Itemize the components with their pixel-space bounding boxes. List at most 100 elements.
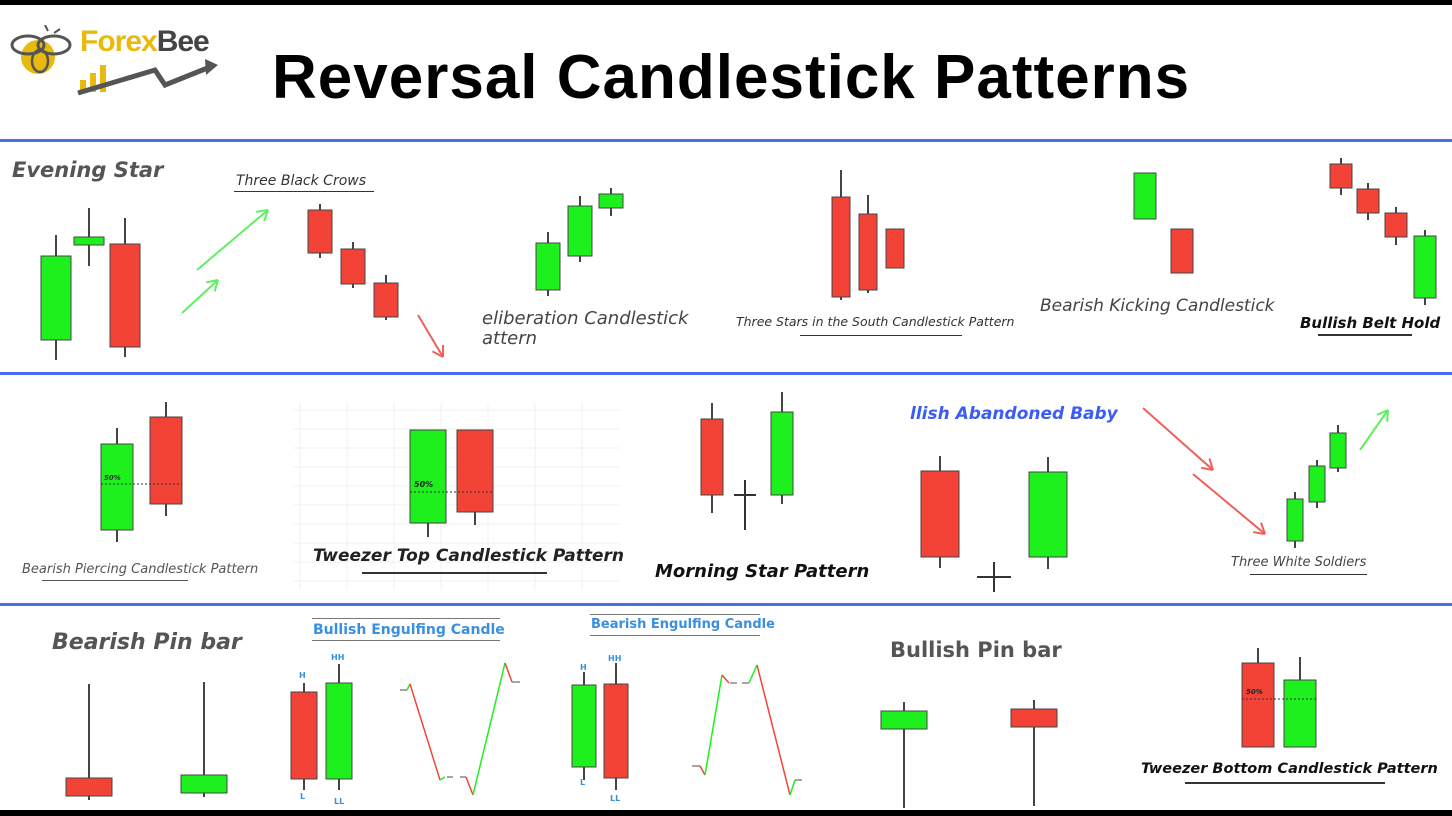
underline — [1318, 334, 1412, 336]
label-bearish-engulfing: Bearish Engulfing Candle — [591, 617, 775, 632]
trend-arrow-icon — [1386, 409, 1389, 423]
underline — [590, 635, 760, 636]
trend-arrow-icon — [1376, 409, 1389, 416]
label-bearish-kicking: Bearish Kicking Candlestick — [1040, 296, 1275, 316]
bearish-candle — [1010, 708, 1058, 728]
bullish-candle — [770, 411, 794, 496]
trend-arrow-icon — [1252, 531, 1266, 535]
price-path-segment — [721, 674, 730, 684]
label-tweezer-top: Tweezer Top Candlestick Pattern — [313, 546, 624, 566]
label-three-stars-south: Three Stars in the South Candlestick Pat… — [736, 314, 1015, 329]
logo-forex: Forex — [80, 25, 158, 58]
pct-label: 50% — [414, 480, 434, 489]
label-three-white-soldiers: Three White Soldiers — [1231, 555, 1367, 570]
trend-arrow-icon — [1260, 522, 1266, 535]
trend-arrow-icon — [1192, 473, 1266, 535]
top-border — [0, 0, 1452, 5]
bullish-candle — [535, 242, 561, 291]
price-path-segment — [465, 776, 474, 796]
label-bearish-piercing: Bearish Piercing Candlestick Pattern — [22, 562, 259, 577]
bearish-candle — [885, 228, 905, 269]
label-deliberation-1: eliberation Candlestick — [482, 308, 689, 329]
label-bullish-engulfing: Bullish Engulfing Candle — [313, 622, 505, 638]
page-title: Reversal Candlestick Patterns — [272, 43, 1191, 112]
trend-arrow-icon — [1142, 407, 1214, 471]
bearish-candle — [700, 418, 724, 496]
bearish-candle — [1170, 228, 1194, 274]
price-path-segment — [699, 765, 706, 776]
label-bearish-pin-bar: Bearish Pin bar — [52, 630, 242, 655]
trend-arrow-icon — [196, 209, 269, 271]
bullish-candle — [73, 236, 105, 246]
bottom-border — [0, 810, 1452, 816]
underline — [362, 572, 547, 574]
bullish-candle — [1413, 235, 1437, 299]
underline — [590, 614, 760, 615]
mark-h: H — [580, 663, 587, 672]
mark-ll: LL — [334, 797, 345, 806]
logo-bee: Bee — [156, 25, 210, 58]
label-bullish-belt-hold: Bullish Belt Hold — [1300, 314, 1441, 332]
bullish-candle — [1308, 465, 1326, 503]
underline — [312, 618, 500, 619]
price-path-segment — [406, 683, 411, 691]
row-separator — [0, 372, 1452, 375]
underline — [1185, 782, 1385, 784]
bullish-candle — [1133, 172, 1157, 220]
bullish-candle — [1283, 679, 1317, 748]
bearish-candle — [1384, 212, 1408, 238]
row-separator — [0, 603, 1452, 606]
bee-logo-icon — [10, 24, 218, 96]
underline — [312, 640, 500, 641]
bullish-candle — [598, 193, 624, 209]
trend-arrow-icon — [213, 279, 219, 292]
label-morning-star: Morning Star Pattern — [655, 561, 870, 582]
pct-label: 50% — [1246, 688, 1263, 696]
bearish-candle — [603, 683, 629, 779]
mark-h: H — [299, 671, 306, 680]
bullish-candle — [1329, 432, 1347, 469]
price-path-segment — [756, 664, 791, 796]
underline — [234, 191, 374, 192]
bullish-candle — [100, 443, 134, 531]
bearish-candle — [65, 777, 113, 797]
trend-arrow-icon — [181, 279, 219, 314]
price-path-segment — [789, 779, 796, 796]
price-path-segment — [472, 662, 506, 796]
price-path-segment — [748, 664, 758, 684]
price-path-segment — [439, 776, 446, 781]
bullish-candle — [571, 684, 597, 768]
bearish-candle — [1241, 662, 1275, 748]
trend-arrow-icon — [1359, 409, 1389, 451]
mark-ll: LL — [610, 794, 621, 803]
mark-l: L — [580, 778, 586, 787]
bullish-candle — [1028, 471, 1068, 558]
row-separator — [0, 139, 1452, 142]
bearish-candle — [290, 691, 318, 780]
label-tweezer-bottom: Tweezer Bottom Candlestick Pattern — [1141, 761, 1438, 777]
bearish-candle — [307, 209, 333, 254]
bearish-candle — [920, 470, 960, 558]
bearish-candle — [456, 429, 494, 513]
bearish-candle — [109, 243, 141, 348]
trend-arrow-icon — [431, 350, 444, 358]
bearish-candle — [1356, 188, 1380, 214]
bullish-candle — [325, 682, 353, 780]
pct-label: 50% — [104, 474, 121, 482]
trend-arrow-icon — [255, 209, 269, 213]
trend-arrow-icon — [417, 314, 444, 358]
mark-hh: HH — [608, 654, 622, 663]
price-path-segment — [504, 662, 513, 683]
trend-arrow-icon — [1201, 466, 1214, 471]
bullish-candle — [409, 429, 447, 524]
bullish-candle — [880, 710, 928, 730]
label-deliberation-2: attern — [482, 328, 538, 349]
bearish-candle — [340, 248, 366, 285]
trend-arrow-icon — [206, 279, 219, 284]
forexbee-logo: ForexBee — [10, 24, 225, 100]
mark-l: L — [300, 792, 306, 801]
trend-arrow-icon — [263, 209, 269, 222]
label-evening-star: Evening Star — [12, 158, 164, 182]
label-bullish-pin-bar: Bullish Pin bar — [890, 638, 1062, 662]
